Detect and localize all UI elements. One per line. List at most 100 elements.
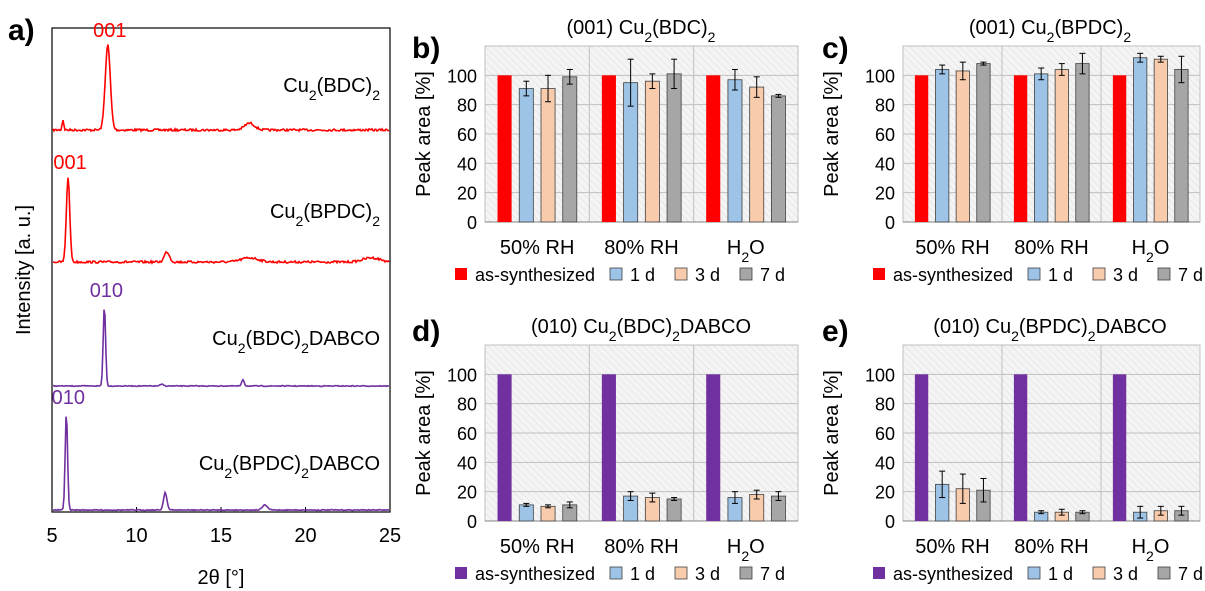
legend-swatch bbox=[1028, 268, 1040, 280]
legend-swatch bbox=[675, 567, 687, 579]
y-tick-label: 0 bbox=[467, 213, 477, 233]
legend-swatch bbox=[1158, 567, 1170, 579]
plot-frame bbox=[52, 28, 390, 512]
category-label-part: 80% RH bbox=[1014, 536, 1088, 558]
series-label-part: DABCO bbox=[309, 453, 380, 475]
category-label: 80% RH bbox=[1014, 536, 1088, 558]
category-label-part: O bbox=[749, 237, 765, 259]
category-label: H2O bbox=[1132, 237, 1170, 265]
x-tick-label: 10 bbox=[125, 525, 147, 547]
legend-swatch bbox=[610, 268, 622, 280]
category-label: H2O bbox=[727, 237, 765, 265]
bar bbox=[1014, 75, 1027, 222]
panel-label: a) bbox=[8, 14, 35, 47]
category-label-part: 2 bbox=[741, 548, 749, 564]
bar bbox=[915, 374, 928, 521]
category-label: 50% RH bbox=[500, 536, 574, 558]
legend-label: as-synthesized bbox=[893, 564, 1013, 584]
y-tick-label: 40 bbox=[457, 154, 477, 174]
bar bbox=[667, 74, 681, 222]
category-label: 50% RH bbox=[915, 536, 989, 558]
chart-title: (001) Cu2(BDC)2 bbox=[567, 17, 716, 45]
bar bbox=[645, 81, 659, 222]
series-label: Cu2(BPDC)2DABCO bbox=[199, 453, 380, 481]
panel-label: b) bbox=[412, 32, 440, 65]
y-tick-label: 20 bbox=[457, 184, 477, 204]
category-label: 50% RH bbox=[500, 237, 574, 259]
y-tick-label: 100 bbox=[447, 66, 477, 86]
category-label-part: 50% RH bbox=[915, 536, 989, 558]
legend-label: 1 d bbox=[630, 265, 655, 285]
series-label-part: 2 bbox=[372, 213, 380, 229]
series-label-part: 2 bbox=[224, 465, 232, 481]
legend-label: 1 d bbox=[630, 564, 655, 584]
series-label-part: 2 bbox=[309, 87, 317, 103]
chart-title-part: (BDC) bbox=[652, 17, 708, 39]
chart-title: (001) Cu2(BPDC)2 bbox=[969, 17, 1132, 45]
x-tick-label: 25 bbox=[379, 525, 401, 547]
bar bbox=[706, 374, 720, 521]
series-label-part: 2 bbox=[238, 340, 246, 356]
series-label-part: Cu bbox=[199, 453, 225, 475]
y-tick-label: 100 bbox=[865, 66, 895, 86]
y-tick-label: 80 bbox=[457, 96, 477, 116]
x-tick-label: 20 bbox=[294, 525, 316, 547]
y-tick-label: 0 bbox=[885, 512, 895, 532]
category-label-part: H bbox=[1132, 237, 1146, 259]
series-label-part: (BPDC) bbox=[303, 201, 372, 223]
category-label-part: 80% RH bbox=[1014, 237, 1088, 259]
series-label-part: Cu bbox=[283, 75, 309, 97]
series-label-part: 2 bbox=[301, 465, 309, 481]
series-label: Cu2(BDC)2 bbox=[283, 75, 380, 103]
category-label-part: H bbox=[1132, 536, 1146, 558]
y-axis-label: Peak area [%] bbox=[821, 370, 843, 496]
series-label-part: Cu bbox=[270, 201, 296, 223]
y-axis-label: Peak area [%] bbox=[821, 71, 843, 197]
legend-swatch bbox=[740, 268, 752, 280]
category-label: 80% RH bbox=[604, 237, 678, 259]
y-axis-label: Peak area [%] bbox=[413, 71, 435, 197]
legend-swatch bbox=[455, 268, 467, 280]
series-label-part: 2 bbox=[372, 87, 380, 103]
chart-title: (010) Cu2(BDC)2DABCO bbox=[531, 316, 751, 344]
legend-swatch bbox=[1158, 268, 1170, 280]
chart-title-part: (010) Cu bbox=[933, 316, 1011, 338]
y-tick-label: 0 bbox=[885, 213, 895, 233]
bar bbox=[936, 69, 949, 222]
y-tick-label: 0 bbox=[467, 512, 477, 532]
category-label-part: 2 bbox=[1146, 548, 1154, 564]
y-tick-label: 60 bbox=[457, 125, 477, 145]
bar bbox=[1175, 69, 1188, 222]
legend-swatch bbox=[455, 567, 467, 579]
y-tick-label: 40 bbox=[457, 453, 477, 473]
panel-c-bar-chart: c)(001) Cu2(BPDC)2020406080100Peak area … bbox=[821, 17, 1203, 285]
y-tick-label: 60 bbox=[875, 125, 895, 145]
bar bbox=[977, 64, 990, 222]
panel-label: c) bbox=[822, 32, 849, 65]
series-label-part: 2 bbox=[301, 340, 309, 356]
chart-title-part: 2 bbox=[1123, 29, 1131, 45]
legend-label: 7 d bbox=[1178, 265, 1203, 285]
y-tick-label: 80 bbox=[875, 96, 895, 116]
category-label-part: H bbox=[727, 237, 741, 259]
series-label-part: (BDC) bbox=[246, 328, 302, 350]
legend-swatch bbox=[610, 567, 622, 579]
category-label-part: 50% RH bbox=[500, 536, 574, 558]
bar bbox=[667, 499, 681, 521]
y-tick-label: 20 bbox=[457, 483, 477, 503]
y-tick-label: 40 bbox=[875, 154, 895, 174]
category-label-part: 50% RH bbox=[915, 237, 989, 259]
y-tick-label: 60 bbox=[457, 424, 477, 444]
legend-label: as-synthesized bbox=[475, 265, 595, 285]
category-label-part: 50% RH bbox=[500, 237, 574, 259]
legend-swatch bbox=[1093, 567, 1105, 579]
legend-label: 1 d bbox=[1048, 265, 1073, 285]
chart-title-part: (BPDC) bbox=[1054, 17, 1123, 39]
bar bbox=[1154, 59, 1167, 222]
panel-b-bar-chart: b) (001) Cu2(BDC)2 0 20 40 60 80 100 Peak area [… bbox=[412, 17, 798, 285]
series-label-part: (BDC) bbox=[317, 75, 373, 97]
category-label: 80% RH bbox=[1014, 237, 1088, 259]
bar bbox=[541, 89, 555, 222]
panel-e-bar-chart: e) (010) Cu2(BPDC)2DABCO020406080100Peak … bbox=[821, 315, 1203, 584]
chart-title-part: 2 bbox=[672, 328, 680, 344]
